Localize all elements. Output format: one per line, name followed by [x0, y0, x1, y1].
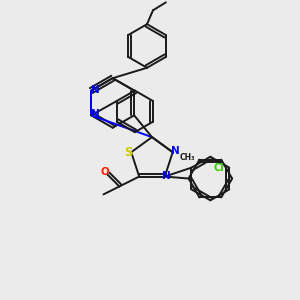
Text: S: S	[124, 146, 133, 159]
Text: N: N	[91, 109, 100, 119]
Text: CH₃: CH₃	[180, 153, 196, 162]
Text: O: O	[100, 167, 109, 177]
Text: N: N	[162, 171, 171, 181]
Text: N: N	[171, 146, 180, 156]
Text: N: N	[91, 85, 100, 94]
Text: Cl: Cl	[214, 163, 225, 172]
